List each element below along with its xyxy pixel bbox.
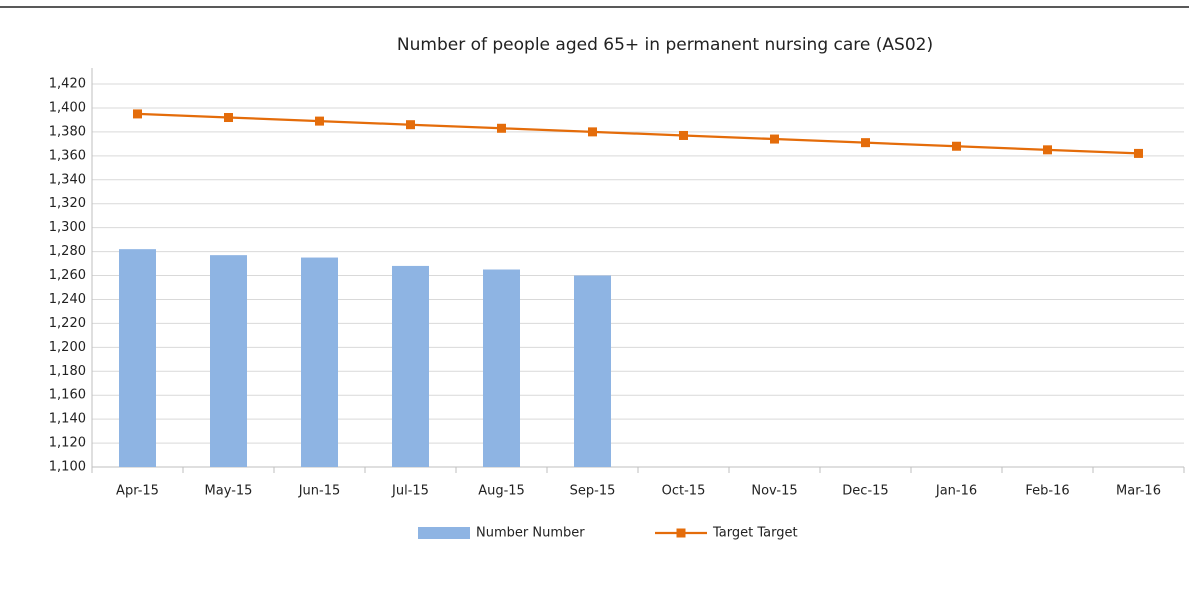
y-tick-label: 1,300 xyxy=(49,220,86,235)
line xyxy=(137,112,1139,155)
marker xyxy=(406,120,415,130)
y-tick-label: 1,120 xyxy=(49,436,86,451)
x-tick-label: Dec-15 xyxy=(842,484,888,499)
y-tick-label: 1,420 xyxy=(49,77,86,92)
bar xyxy=(392,265,429,467)
x-tick-label: Jan-16 xyxy=(935,484,977,499)
bar xyxy=(210,255,247,467)
legend-swatch xyxy=(676,528,686,538)
legend-label: Number Number xyxy=(476,526,585,541)
x-tick-label: Jul-15 xyxy=(391,484,429,499)
marker xyxy=(952,141,961,151)
x-tick-label: Nov-15 xyxy=(751,484,797,499)
bar xyxy=(483,269,520,467)
marker xyxy=(679,130,688,140)
x-tick-label: Jun-15 xyxy=(298,484,341,499)
y-tick-label: 1,380 xyxy=(49,124,86,139)
marker xyxy=(315,116,324,126)
marker xyxy=(224,113,233,123)
marker xyxy=(1134,148,1143,158)
marker xyxy=(1043,145,1052,155)
y-tick-label: 1,220 xyxy=(49,316,86,331)
x-tick-label: Oct-15 xyxy=(662,484,706,499)
y-tick-label: 1,180 xyxy=(49,364,86,379)
x-tick-label: Aug-15 xyxy=(478,484,525,499)
marker xyxy=(497,123,506,133)
y-tick-label: 1,360 xyxy=(49,148,86,163)
y-tick-label: 1,280 xyxy=(49,244,86,259)
x-tick-label: Feb-16 xyxy=(1025,484,1069,499)
marker xyxy=(133,109,142,119)
x-tick-label: May-15 xyxy=(205,484,253,499)
y-tick-label: 1,340 xyxy=(49,172,86,187)
marker xyxy=(770,134,779,144)
y-tick-label: 1,400 xyxy=(49,100,86,115)
y-tick-label: 1,140 xyxy=(49,412,86,427)
y-tick-label: 1,320 xyxy=(49,196,86,211)
legend-swatch xyxy=(418,527,470,539)
bar xyxy=(301,257,338,467)
bar xyxy=(574,275,611,467)
x-tick-label: Sep-15 xyxy=(570,484,616,499)
bar xyxy=(119,249,156,467)
y-tick-label: 1,240 xyxy=(49,292,86,307)
y-tick-label: 1,100 xyxy=(49,460,86,475)
chart-title: Number of people aged 65+ in permanent n… xyxy=(397,35,933,55)
y-tick-label: 1,200 xyxy=(49,340,86,355)
y-tick-label: 1,260 xyxy=(49,268,86,283)
x-tick-label: Apr-15 xyxy=(116,484,159,499)
marker xyxy=(588,127,597,137)
marker xyxy=(861,138,870,148)
legend-label: Target Target xyxy=(712,526,798,541)
y-tick-label: 1,160 xyxy=(49,388,86,403)
x-tick-label: Mar-16 xyxy=(1116,484,1161,499)
